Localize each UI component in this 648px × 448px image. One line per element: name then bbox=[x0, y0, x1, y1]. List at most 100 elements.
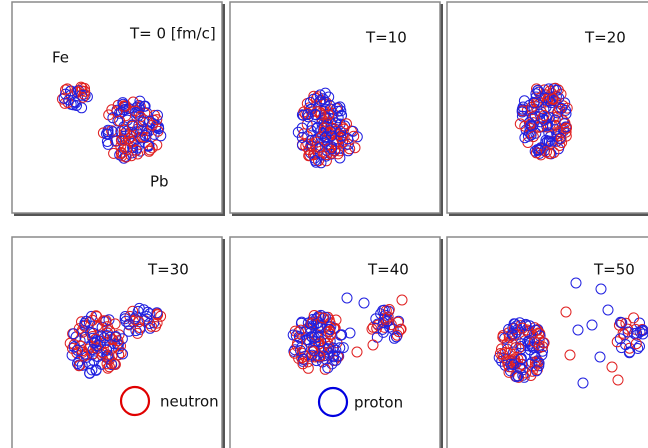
nucleon bbox=[516, 103, 528, 115]
nucleon bbox=[335, 126, 347, 138]
nucleon bbox=[319, 87, 331, 99]
nucleon bbox=[396, 294, 408, 306]
nucleon bbox=[632, 343, 644, 354]
nucleon bbox=[123, 325, 135, 337]
nucleon bbox=[144, 308, 156, 320]
nucleon bbox=[549, 114, 561, 126]
nucleon bbox=[127, 305, 139, 317]
nucleon bbox=[349, 142, 361, 154]
nucleon bbox=[519, 132, 531, 144]
nucleon bbox=[143, 145, 155, 157]
nucleon bbox=[527, 131, 539, 143]
nucleon bbox=[309, 155, 321, 166]
nucleon bbox=[559, 117, 571, 129]
nucleon bbox=[620, 339, 632, 351]
nucleon bbox=[634, 340, 645, 352]
nucleon bbox=[341, 118, 352, 130]
nucleon bbox=[341, 292, 353, 304]
nucleon bbox=[139, 100, 151, 112]
nucleon bbox=[117, 97, 129, 109]
nucleon bbox=[117, 348, 129, 360]
nucleon bbox=[617, 327, 629, 339]
nucleon bbox=[630, 338, 642, 350]
nucleon bbox=[325, 130, 337, 142]
nucleon bbox=[531, 365, 542, 377]
nucleon bbox=[611, 336, 623, 348]
nucleon bbox=[73, 355, 85, 367]
nucleon bbox=[541, 146, 552, 158]
nucleon bbox=[536, 349, 548, 361]
nucleon bbox=[101, 330, 113, 342]
nucleon bbox=[297, 109, 309, 121]
nucleon bbox=[107, 342, 119, 354]
nucleon bbox=[572, 324, 584, 336]
nucleon bbox=[524, 358, 536, 370]
nucleon bbox=[390, 331, 402, 343]
nucleon bbox=[306, 349, 318, 361]
nucleon bbox=[622, 326, 634, 338]
nucleons bbox=[56, 81, 648, 389]
nucleon bbox=[595, 283, 607, 295]
nucleon bbox=[543, 127, 555, 139]
nucleon bbox=[142, 140, 154, 152]
nucleon bbox=[366, 323, 378, 335]
nucleon bbox=[115, 340, 126, 352]
panel bbox=[446, 1, 648, 214]
nucleon bbox=[548, 147, 560, 159]
nucleon bbox=[534, 330, 546, 342]
nucleon bbox=[315, 107, 327, 119]
nucleon bbox=[342, 138, 354, 150]
nucleon bbox=[358, 297, 370, 309]
nucleon bbox=[538, 114, 550, 126]
nucleon bbox=[314, 89, 326, 101]
nucleon bbox=[335, 105, 347, 117]
nucleon bbox=[72, 344, 83, 356]
nucleon bbox=[326, 143, 338, 155]
nucleon bbox=[151, 317, 163, 329]
nucleon bbox=[115, 347, 127, 359]
nucleon bbox=[525, 120, 537, 131]
nucleon bbox=[319, 136, 331, 148]
time-label: T=40 bbox=[367, 261, 409, 279]
nucleon bbox=[529, 349, 540, 361]
nucleon bbox=[73, 360, 85, 372]
nucleon bbox=[317, 312, 329, 324]
nucleon bbox=[77, 91, 89, 103]
nucleon bbox=[302, 111, 314, 123]
nucleon bbox=[324, 103, 336, 115]
nucleon bbox=[336, 109, 348, 121]
panel bbox=[446, 236, 648, 448]
nucleon bbox=[75, 340, 87, 352]
nucleon bbox=[497, 330, 509, 341]
nucleon bbox=[72, 358, 83, 369]
nucleon bbox=[526, 120, 538, 132]
nucleon bbox=[63, 94, 75, 106]
nucleon bbox=[133, 316, 145, 328]
nucleon bbox=[392, 316, 404, 328]
nucleon bbox=[602, 304, 614, 316]
nucleon bbox=[114, 107, 125, 119]
nucleon bbox=[556, 102, 568, 114]
nucleon bbox=[586, 319, 598, 331]
nucleon bbox=[304, 96, 316, 108]
legend-label: proton bbox=[354, 394, 403, 412]
nucleon bbox=[532, 144, 544, 156]
nucleon bbox=[330, 354, 342, 366]
nucleon bbox=[514, 362, 526, 374]
nucleon bbox=[101, 136, 113, 147]
nucleon bbox=[305, 326, 317, 338]
nucleon bbox=[594, 351, 606, 363]
nucleus-label: Fe bbox=[52, 49, 69, 67]
nucleon bbox=[152, 109, 163, 121]
nucleon bbox=[322, 362, 334, 374]
nucleon bbox=[536, 112, 548, 124]
nucleon bbox=[538, 110, 550, 121]
nucleon bbox=[543, 136, 555, 148]
nucleon bbox=[323, 109, 335, 121]
nucleon bbox=[513, 342, 525, 354]
nucleon bbox=[631, 327, 643, 339]
nucleon bbox=[382, 311, 394, 323]
nucleon bbox=[533, 121, 545, 133]
nucleon bbox=[315, 336, 327, 348]
